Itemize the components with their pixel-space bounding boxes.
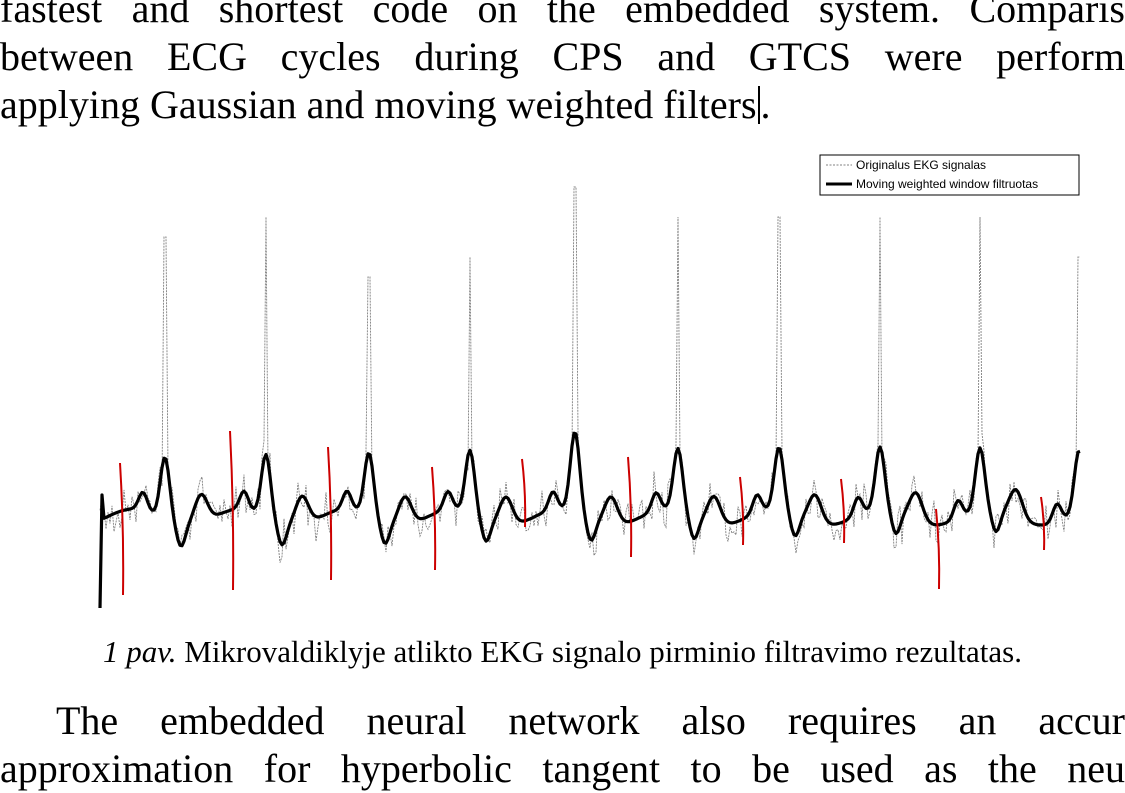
cycle-marker [229,430,235,591]
paragraph-line-2: between ECG cycles during CPS and GTCS w… [0,34,1125,79]
chart-legend: Originalus EKG signalas Moving weighted … [819,154,1080,196]
ecg-figure: Originalus EKG signalas Moving weighted … [98,154,1081,609]
cycle-marker [327,446,333,581]
cycle-marker [739,476,745,546]
cycle-marker [935,508,941,590]
paragraph-line-3-text: applying Gaussian and moving weighted fi… [0,82,757,127]
paragraph-bottom-line-2: approximation for hyperbolic tangent to … [0,746,1125,791]
cycle-marker [431,466,437,571]
cycle-markers-group [119,430,1046,596]
caption-text: Mikrovaldiklyje atlikto EKG signalo pirm… [176,634,1022,669]
filtered-signal-group [98,431,1081,609]
paragraph-bottom-line-1: The embedded neural network also require… [56,698,1125,743]
caption-label: 1 pav. [103,634,177,669]
cycle-marker [840,478,846,544]
original-signal-line [99,186,1080,563]
cycle-marker [521,458,527,528]
text-cursor [757,86,760,124]
filtered-signal-line [98,431,1081,609]
paragraph-line-1: fastest and shortest code on the embedde… [0,0,1125,31]
original-signal-group [99,186,1080,563]
legend-box [819,154,1080,196]
legend-filtered-label: Moving weighted window filtruotas [856,177,1038,191]
cycle-marker [1040,496,1046,551]
figure-caption: 1 pav. Mikrovaldiklyje atlikto EKG signa… [0,632,1125,672]
paragraph-line-3: applying Gaussian and moving weighted fi… [0,81,1125,129]
paragraph-line-3-end: . [760,82,771,127]
cycle-marker [627,456,633,558]
legend-original-label: Originalus EKG signalas [856,158,986,172]
cycle-marker [119,462,125,596]
